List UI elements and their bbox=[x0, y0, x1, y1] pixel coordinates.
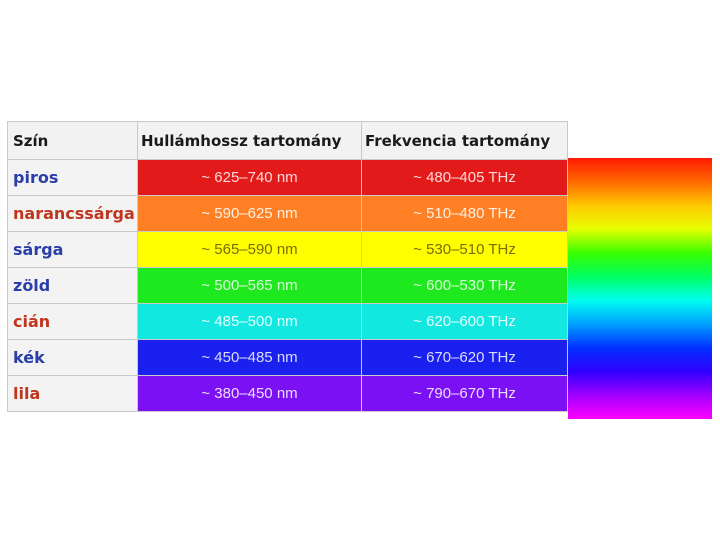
frequency-range: ~ 620–600 THz bbox=[361, 303, 568, 340]
wavelength-range: ~ 380–450 nm bbox=[137, 375, 362, 412]
color-name: cián bbox=[7, 303, 138, 340]
wavelength-range: ~ 500–565 nm bbox=[137, 267, 362, 304]
table-row: sárga ~ 565–590 nm ~ 530–510 THz bbox=[7, 231, 568, 268]
color-name: sárga bbox=[7, 231, 138, 268]
table-row: zöld ~ 500–565 nm ~ 600–530 THz bbox=[7, 267, 568, 304]
header-frequency: Frekvencia tartomány bbox=[361, 121, 568, 160]
table-row: lila ~ 380–450 nm ~ 790–670 THz bbox=[7, 375, 568, 412]
frequency-range: ~ 600–530 THz bbox=[361, 267, 568, 304]
color-name: zöld bbox=[7, 267, 138, 304]
frequency-range: ~ 480–405 THz bbox=[361, 159, 568, 196]
table-row: cián ~ 485–500 nm ~ 620–600 THz bbox=[7, 303, 568, 340]
table-header-row: Szín Hullámhossz tartomány Frekvencia ta… bbox=[7, 121, 568, 160]
frequency-range: ~ 670–620 THz bbox=[361, 339, 568, 376]
color-name: narancssárga bbox=[7, 195, 138, 232]
table-row: narancssárga ~ 590–625 nm ~ 510–480 THz bbox=[7, 195, 568, 232]
header-color: Szín bbox=[7, 121, 138, 160]
frequency-range: ~ 530–510 THz bbox=[361, 231, 568, 268]
color-name: kék bbox=[7, 339, 138, 376]
table-row: kék ~ 450–485 nm ~ 670–620 THz bbox=[7, 339, 568, 376]
wavelength-range: ~ 485–500 nm bbox=[137, 303, 362, 340]
frequency-range: ~ 790–670 THz bbox=[361, 375, 568, 412]
header-wavelength: Hullámhossz tartomány bbox=[137, 121, 362, 160]
frequency-range: ~ 510–480 THz bbox=[361, 195, 568, 232]
visible-spectrum-gradient bbox=[568, 158, 712, 419]
table-row: piros ~ 625–740 nm ~ 480–405 THz bbox=[7, 159, 568, 196]
wavelength-range: ~ 565–590 nm bbox=[137, 231, 362, 268]
color-name: piros bbox=[7, 159, 138, 196]
color-name: lila bbox=[7, 375, 138, 412]
color-spectrum-table: Szín Hullámhossz tartomány Frekvencia ta… bbox=[7, 121, 568, 412]
wavelength-range: ~ 450–485 nm bbox=[137, 339, 362, 376]
wavelength-range: ~ 590–625 nm bbox=[137, 195, 362, 232]
wavelength-range: ~ 625–740 nm bbox=[137, 159, 362, 196]
